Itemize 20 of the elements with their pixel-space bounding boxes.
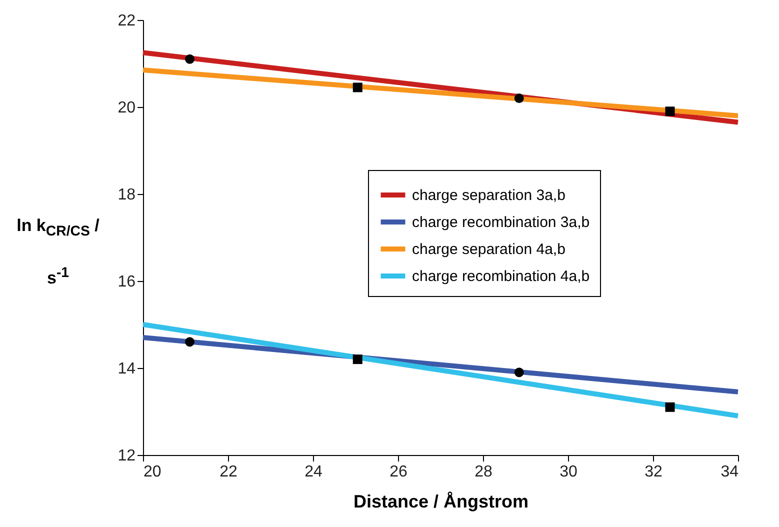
x-tick-label: 26 xyxy=(390,464,408,480)
text: ln k$_{CR/CS}$ / s$^{-1}$ xyxy=(16,216,100,288)
y-tick-label: 16 xyxy=(118,274,136,290)
x-tick-label: 20 xyxy=(144,464,162,480)
y-tick-label: 12 xyxy=(118,448,136,464)
y-tick-label: 22 xyxy=(118,12,136,30)
legend-label: charge recombination 4a,b xyxy=(412,268,590,285)
legend-label: charge recombination 3a,b xyxy=(412,214,590,231)
x-tick-label: 34 xyxy=(720,464,739,480)
x-tick-label: 28 xyxy=(474,464,492,480)
x-tick-label: 30 xyxy=(560,464,578,480)
y-tick-label: 20 xyxy=(118,100,136,116)
legend-label: charge separation 4a,b xyxy=(412,241,566,258)
x-tick-label: 22 xyxy=(220,464,238,480)
legend-label: charge separation 3a,b xyxy=(412,187,566,204)
x-tick-label: 24 xyxy=(304,464,322,480)
y-tick-label: 18 xyxy=(118,186,136,204)
x-tick-label: 32 xyxy=(644,464,662,480)
y-tick-label: 14 xyxy=(118,360,136,378)
x-axis-title: Distance / Ångstrom xyxy=(353,492,529,512)
